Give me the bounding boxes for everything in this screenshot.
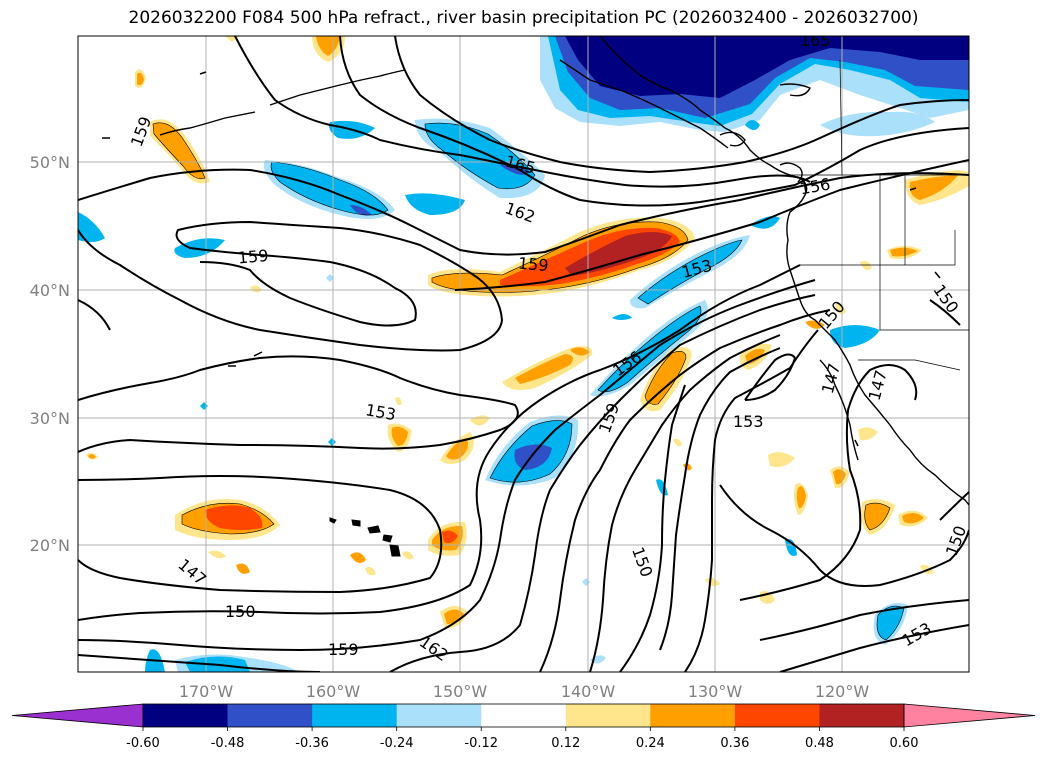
contour-label: 153 <box>733 412 764 431</box>
colorbar-tick-label: -0.12 <box>464 736 498 751</box>
lat-label: 40°N <box>30 281 70 300</box>
graticule <box>78 36 969 672</box>
colorbar-tick-label: -0.36 <box>295 736 329 751</box>
contour-label: 159 <box>517 254 549 276</box>
contour-label: 150 <box>225 602 256 621</box>
colorbar-segment <box>481 704 567 727</box>
lon-label: 120°W <box>815 682 870 701</box>
lat-label: 20°N <box>30 536 70 555</box>
longitude-labels: 170°W 160°W 150°W 140°W 130°W 120°W <box>179 682 870 701</box>
lat-label: 30°N <box>30 409 70 428</box>
lon-label: 130°W <box>688 682 743 701</box>
colorbar-segment <box>396 704 482 727</box>
coastlines <box>159 36 969 506</box>
map-title: 2026032200 F084 500 hPa refract., river … <box>128 8 919 28</box>
colorbar-segment <box>143 704 229 727</box>
colorbar-segment <box>819 704 905 727</box>
refractivity-contours <box>78 36 969 672</box>
lat-label: 50°N <box>30 153 70 172</box>
colorbar-tick-label: -0.24 <box>380 736 414 751</box>
colorbar-segment <box>650 704 736 727</box>
contour-label: 165 <box>800 31 831 50</box>
colorbar-extension-low <box>11 703 144 728</box>
colorbar-tick-label: 0.60 <box>890 736 919 751</box>
colorbar-extension-high <box>903 703 1036 728</box>
colorbar-segment <box>565 704 651 727</box>
latitude-labels: 50°N 40°N 30°N 20°N <box>30 153 70 555</box>
colorbar-tick-label: 0.36 <box>720 736 749 751</box>
contour-label: 159 <box>328 640 359 659</box>
colorbar-outline <box>142 703 905 728</box>
contour-label: 159 <box>237 246 269 268</box>
lon-label: 150°W <box>433 682 488 701</box>
colorbar-tick-label: -0.60 <box>126 736 160 751</box>
colorbar-ticks: -0.60 -0.48 -0.36 -0.24 -0.12 0.12 0.24 0.36 0.4… <box>126 727 918 751</box>
colorbar: -0.60 -0.48 -0.36 -0.24 -0.12 0.12 0.24 0.36 0.4… <box>11 703 1036 751</box>
colorbar-segment <box>734 704 820 727</box>
hawaii-islands <box>329 517 401 557</box>
colorbar-tick-label: -0.48 <box>211 736 245 751</box>
small-islands <box>102 71 941 447</box>
colorbar-segment <box>312 704 398 727</box>
colorbar-tick-label: 0.48 <box>805 736 834 751</box>
lon-label: 170°W <box>179 682 234 701</box>
map-frame <box>77 35 970 673</box>
colorbar-tick-label: 0.24 <box>636 736 665 751</box>
colorbar-segments <box>11 703 1036 728</box>
colorbar-tick-label: 0.12 <box>551 736 580 751</box>
anomaly-outlines <box>152 122 905 641</box>
colorbar-segment <box>227 704 313 727</box>
map-panel: 165 159 165 162 159 159 153 156 159 153 … <box>78 31 969 672</box>
lon-label: 140°W <box>561 682 616 701</box>
lon-label: 160°W <box>306 682 361 701</box>
